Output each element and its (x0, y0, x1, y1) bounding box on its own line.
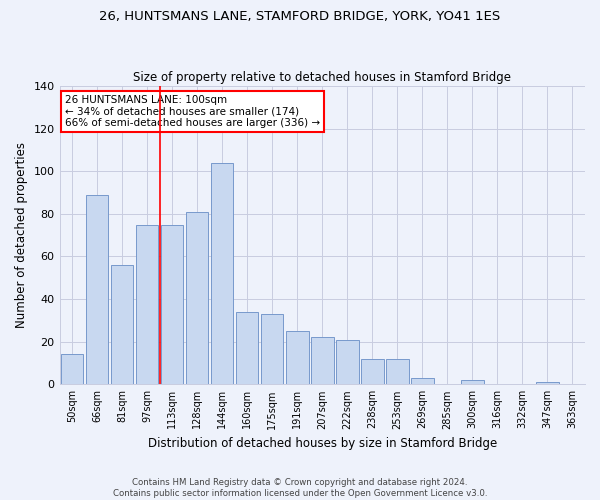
Bar (411, 378, 434, 384)
Bar (261, 314, 283, 384)
Text: Contains HM Land Registry data © Crown copyright and database right 2024.
Contai: Contains HM Land Registry data © Crown c… (113, 478, 487, 498)
Bar (211, 162, 233, 384)
Bar (386, 358, 409, 384)
Text: 26, HUNTSMANS LANE, STAMFORD BRIDGE, YORK, YO41 1ES: 26, HUNTSMANS LANE, STAMFORD BRIDGE, YOR… (100, 10, 500, 23)
Bar (361, 358, 383, 384)
Bar (286, 331, 308, 384)
Bar (161, 224, 184, 384)
Text: 26 HUNTSMANS LANE: 100sqm
← 34% of detached houses are smaller (174)
66% of semi: 26 HUNTSMANS LANE: 100sqm ← 34% of detac… (65, 95, 320, 128)
Bar (136, 224, 158, 384)
Bar (111, 265, 133, 384)
Bar (186, 212, 208, 384)
Bar (61, 354, 83, 384)
Bar (336, 340, 359, 384)
Title: Size of property relative to detached houses in Stamford Bridge: Size of property relative to detached ho… (133, 70, 511, 84)
Bar (236, 312, 259, 384)
Bar (536, 382, 559, 384)
Bar (461, 380, 484, 384)
Bar (311, 338, 334, 384)
Y-axis label: Number of detached properties: Number of detached properties (15, 142, 28, 328)
X-axis label: Distribution of detached houses by size in Stamford Bridge: Distribution of detached houses by size … (148, 437, 497, 450)
Bar (86, 194, 109, 384)
